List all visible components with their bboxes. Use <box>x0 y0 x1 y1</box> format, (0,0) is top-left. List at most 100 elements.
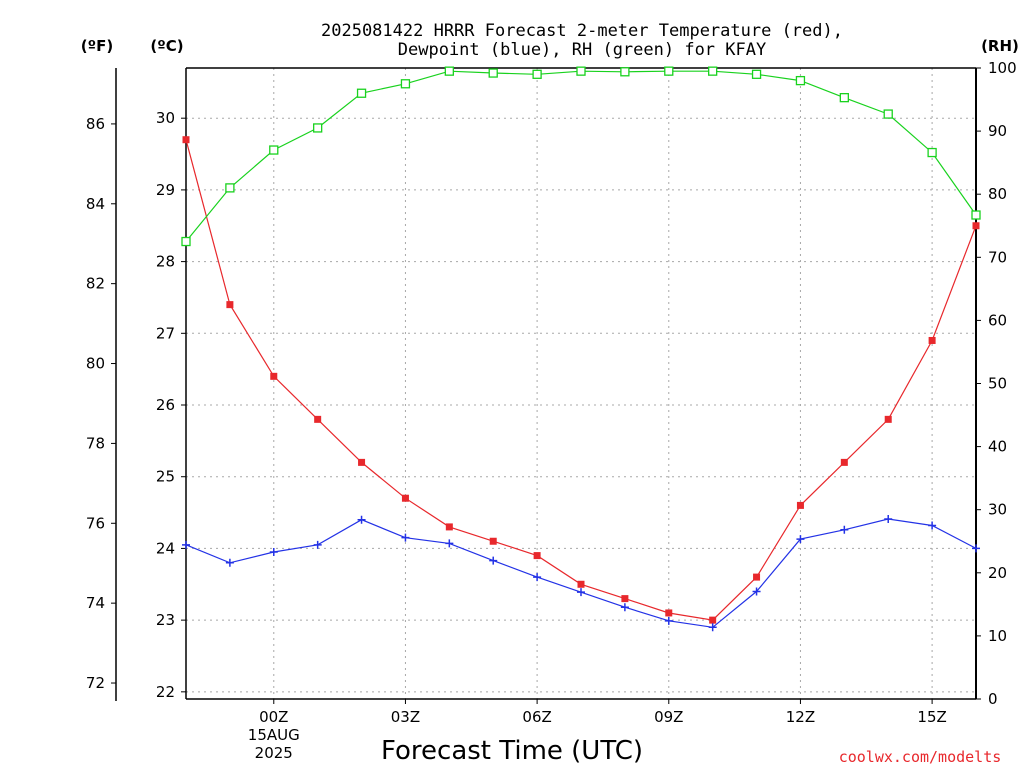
dewpoint-point <box>313 540 322 549</box>
dewpoint-point <box>357 515 366 524</box>
rh-tick-label: 10 <box>988 627 1007 645</box>
rh-point <box>400 79 411 89</box>
rh-tick-label: 20 <box>988 564 1007 582</box>
temperature-point <box>709 616 717 624</box>
x-tick-label: 15Z <box>917 708 946 726</box>
rh-tick-label: 80 <box>988 185 1007 203</box>
rh-point <box>795 75 806 86</box>
celsius-tick-label: 26 <box>156 396 175 414</box>
x-tick-label: 06Z <box>522 708 551 726</box>
dewpoint-point <box>664 616 673 625</box>
x-tick-label: 03Z <box>391 708 420 726</box>
temperature-line <box>185 139 977 621</box>
rh-tick-label: 30 <box>988 501 1007 519</box>
x-tick-label: 00Z <box>259 708 288 726</box>
temperature-point <box>270 372 278 380</box>
dewpoint-point <box>840 525 849 534</box>
x-tick-label: 12Z <box>786 708 815 726</box>
rh-point <box>225 183 235 193</box>
temperature-point <box>796 501 804 509</box>
temperature-point <box>928 336 936 344</box>
rh-point <box>971 210 981 220</box>
rh-tick-label: 60 <box>988 311 1007 329</box>
temperature-point <box>972 222 980 230</box>
temperature-point <box>358 458 366 466</box>
series <box>181 66 981 632</box>
fahrenheit-tick-label: 86 <box>86 115 105 133</box>
chart-title-line-1: 2025081422 HRRR Forecast 2-meter Tempera… <box>321 21 843 41</box>
rh-point <box>620 67 630 77</box>
celsius-tick-label: 23 <box>156 611 175 629</box>
rh-point <box>444 66 454 76</box>
x-tick-label: 2025 <box>255 744 293 762</box>
dewpoint-point <box>401 533 410 542</box>
rh-line <box>185 70 977 242</box>
dewpoint-point <box>796 535 805 544</box>
rh-point <box>313 123 323 133</box>
rh-tick-label: 50 <box>988 375 1007 393</box>
dewpoint-point <box>182 540 190 549</box>
dewpoint-point <box>752 587 761 596</box>
celsius-tick-label: 29 <box>156 181 175 199</box>
rh-tick-label: 40 <box>988 438 1007 456</box>
celsius-axis-label: (ºC) <box>150 37 183 55</box>
credit-text: coolwx.com/modelts <box>839 748 1002 766</box>
fahrenheit-axis-label: (ºF) <box>81 37 113 55</box>
celsius-tick-label: 22 <box>156 683 175 701</box>
fahrenheit-tick-label: 78 <box>86 434 105 452</box>
temperature-point <box>753 573 761 581</box>
fahrenheit-tick-label: 74 <box>86 594 105 612</box>
temperature-point <box>401 494 409 502</box>
rh-point <box>883 109 893 119</box>
dewpoint-point <box>708 623 717 632</box>
dewpoint-point <box>269 548 278 557</box>
fahrenheit-tick-label: 84 <box>86 195 105 213</box>
dewpoint-point <box>620 603 629 612</box>
rh-point <box>356 88 367 98</box>
rh-point <box>576 66 586 76</box>
rh-axis-label: (RH) <box>981 37 1019 55</box>
dewpoint-point <box>489 556 498 565</box>
temperature-point <box>533 552 541 560</box>
dewpoint-point <box>577 588 585 597</box>
temperature-point <box>577 580 585 588</box>
temperature-point <box>665 609 673 617</box>
celsius-tick-label: 25 <box>156 468 175 486</box>
rh-point <box>532 69 542 79</box>
rh-point <box>181 236 191 247</box>
dewpoint-point <box>533 573 542 582</box>
temperature-point <box>226 301 234 309</box>
temperature-point <box>182 136 190 144</box>
rh-series <box>181 66 981 247</box>
grid <box>186 68 976 699</box>
rh-point <box>708 66 718 76</box>
fahrenheit-tick-label: 82 <box>86 275 105 293</box>
temperature-series <box>182 136 980 624</box>
temperature-point <box>314 415 322 423</box>
temperature-point <box>445 523 453 531</box>
dewpoint-point <box>225 558 234 567</box>
temperature-point <box>884 415 892 423</box>
celsius-tick-label: 30 <box>156 109 175 127</box>
celsius-tick-label: 27 <box>156 324 175 342</box>
rh-tick-label: 100 <box>988 59 1017 77</box>
fahrenheit-tick-label: 80 <box>86 355 105 373</box>
rh-tick-label: 90 <box>988 122 1007 140</box>
temperature-point <box>621 595 629 603</box>
x-tick-label: 15AUG <box>248 726 300 744</box>
rh-tick-label: 70 <box>988 248 1007 266</box>
rh-point <box>664 66 674 76</box>
fahrenheit-tick-label: 76 <box>86 514 105 532</box>
dewpoint-point <box>884 515 893 524</box>
rh-point <box>927 147 937 158</box>
x-tick-label: 09Z <box>654 708 683 726</box>
dewpoint-series <box>182 515 980 632</box>
celsius-tick-label: 28 <box>156 253 175 271</box>
rh-point <box>269 145 279 155</box>
chart-title-line-2: Dewpoint (blue), RH (green) for KFAY <box>398 40 766 60</box>
celsius-tick-label: 24 <box>156 539 175 557</box>
temperature-point <box>840 458 848 466</box>
dewpoint-point <box>445 539 454 548</box>
temperature-point <box>489 537 497 545</box>
